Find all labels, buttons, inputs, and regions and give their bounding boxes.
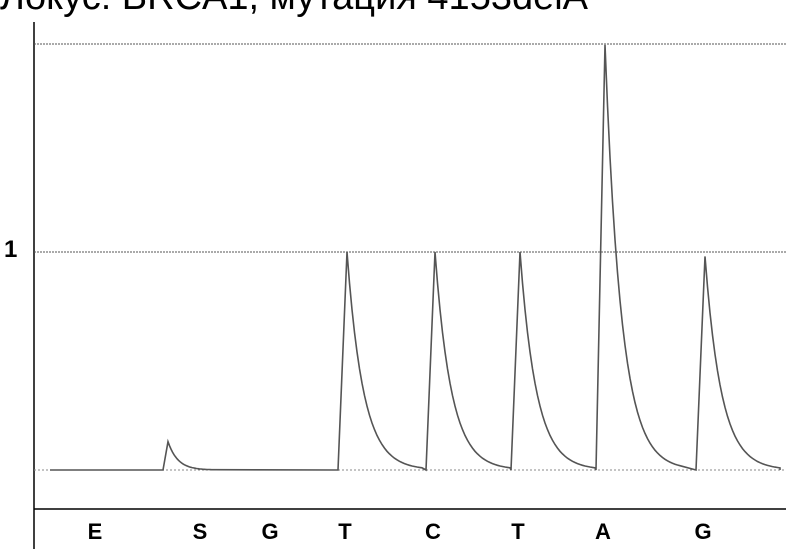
pyrogram-trace [50, 44, 781, 472]
x-tick-label-1: S [193, 519, 208, 544]
x-tick-label-2: G [261, 519, 278, 544]
x-tick-label-3: T [338, 519, 352, 544]
chart-title: Локус: BRCA1, мутация 4153delA [0, 0, 588, 19]
x-tick-label-5: T [511, 519, 525, 544]
ytick-label-1: 1 [4, 236, 18, 263]
x-tick-label-6: A [595, 519, 611, 544]
x-tick-label-4: C [425, 519, 441, 544]
x-tick-label-0: E [88, 519, 103, 544]
x-tick-label-7: G [694, 519, 711, 544]
